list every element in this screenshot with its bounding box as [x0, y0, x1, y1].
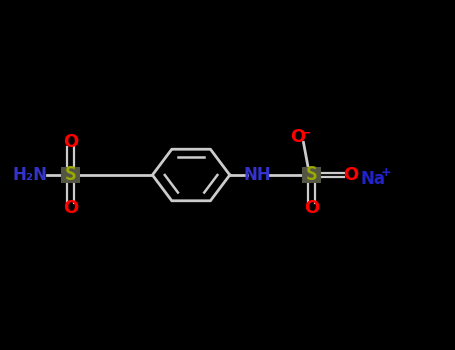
Text: O: O: [304, 199, 319, 217]
Text: S: S: [306, 166, 318, 184]
Text: O: O: [290, 128, 306, 146]
FancyBboxPatch shape: [302, 167, 321, 183]
Text: NH: NH: [243, 166, 271, 184]
Text: +: +: [380, 166, 391, 179]
Text: O: O: [63, 133, 78, 151]
Text: O: O: [63, 199, 78, 217]
Text: S: S: [65, 166, 76, 184]
Text: −: −: [301, 126, 312, 139]
Text: O: O: [343, 166, 358, 184]
Text: H₂N: H₂N: [12, 166, 47, 184]
FancyBboxPatch shape: [61, 167, 80, 183]
Text: Na: Na: [361, 169, 385, 188]
